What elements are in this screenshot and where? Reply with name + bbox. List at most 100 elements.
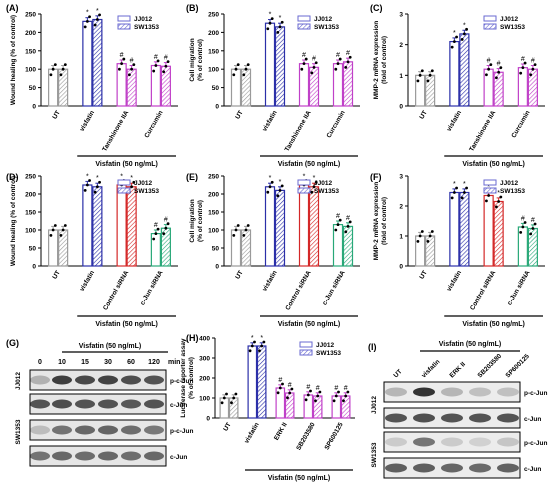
y-tick-label: 2 [399,42,403,49]
data-point [310,190,314,194]
data-point [309,389,312,393]
treatment-label: Visfatin (50 ng/mL) [462,321,525,328]
x-tick-label: UT [234,269,244,280]
data-point [132,180,136,184]
bar-panel-a: (A) 0 50 100 150 200 250 Wound healing (% of co… [6,3,178,168]
data-point [166,222,170,226]
y-tick-label: 50 [29,246,37,253]
data-point [342,399,345,403]
data-point [314,399,317,403]
cell-line-label: SW1353 [371,442,378,467]
x-tick-label: UT [222,421,232,432]
data-point [531,227,535,230]
significance-mark: # [302,52,306,59]
data-point [348,220,352,224]
x-tick-label: c-Jun siRNA [506,269,532,306]
data-point [428,234,432,238]
blot-band [469,413,491,423]
significance-mark: # [164,55,168,62]
legend-swatch [117,15,131,22]
blot-band [30,425,50,435]
legend-label: JJ012 [314,16,332,23]
y-axis-label: Luciferase reporter assay [180,338,187,418]
panel-letter: (I) [368,342,377,352]
treatment-label: Visfatin (50 ng/mL) [268,475,331,482]
blot-band [121,375,141,385]
time-label: 60 [127,359,135,366]
bar-sw1353-visfatin [459,191,470,267]
data-point [268,185,272,189]
blot-band [52,451,72,461]
bar-jj012-control-sirna [483,194,494,267]
x-tick-label: UT [418,109,428,120]
data-point [88,15,91,19]
x-tick-label: Control siRNA [469,269,497,311]
significance-mark: * [313,175,316,182]
blot-band [385,387,407,397]
significance-mark: # [334,385,338,392]
y-tick-label: 250 [25,174,36,181]
legend-label: SW1353 [134,24,159,31]
x-tick-label: visfatin [79,269,96,292]
significance-mark: * [497,190,500,197]
significance-mark: * [269,12,272,19]
y-tick-label: 0 [32,104,36,111]
data-point [523,221,527,224]
data-point [234,392,238,396]
significance-mark: * [453,181,456,188]
data-point [156,59,160,63]
legend-swatch [483,23,497,30]
data-point [51,67,55,71]
blot-band [441,463,463,473]
bar-panel-e: (E) 0 50 100 150 200 250 Cell migration (% of co… [186,172,360,328]
data-point [63,224,67,227]
legend-label: JJ012 [314,180,332,187]
significance-mark: # [346,215,350,222]
data-point [344,230,348,234]
data-point [278,189,282,192]
blot-panel-i: (I) Visfatin (50 ng/mL) UT visfatin ERK II SB… [368,341,548,479]
cell-line-label: SW1353 [15,419,22,444]
data-point [280,184,284,188]
panel-letter: (H) [186,333,199,343]
treatment-label: Visfatin (50 ng/mL) [439,341,502,348]
y-tick-label: 0 [399,104,403,111]
bar-jj012-visfatin [449,191,460,267]
y-tick-label: 50 [212,246,220,253]
x-tick-label: visfatin [261,269,278,292]
data-point [98,13,101,17]
panel-letter: (D) [6,172,19,182]
bar-jj012-sb203580 [303,394,314,419]
blot-band [144,425,164,435]
data-point [246,63,250,66]
treatment-label: Visfatin (50 ng/mL) [278,161,341,168]
data-point [346,390,350,394]
legend-label: SW1353 [134,188,159,195]
significance-mark: # [312,56,316,63]
band-label: p-c-Jun [524,440,548,447]
legend-label: SW1353 [500,188,525,195]
data-point [59,234,63,237]
blot-band [30,399,50,409]
y-tick-label: 150 [208,210,219,217]
data-point [487,194,491,197]
data-point [485,199,488,203]
data-point [426,79,430,83]
data-point [336,62,340,66]
y-axis-label: (% of control) [197,200,204,242]
blot-band [52,425,72,435]
y-tick-label: 3 [399,12,403,19]
y-tick-label: 50 [212,85,220,92]
significance-mark: # [306,384,310,391]
data-point [244,228,248,232]
significance-mark: * [130,175,133,182]
data-point [93,190,97,194]
data-point [304,57,308,61]
x-tick-label: ERK II [273,421,289,441]
legend-swatch [297,15,311,22]
blot-band [52,375,72,385]
y-tick-label: 100 [208,228,219,235]
bar-jj012-sp600125 [331,395,342,419]
data-point [428,73,432,77]
data-point [462,32,466,36]
